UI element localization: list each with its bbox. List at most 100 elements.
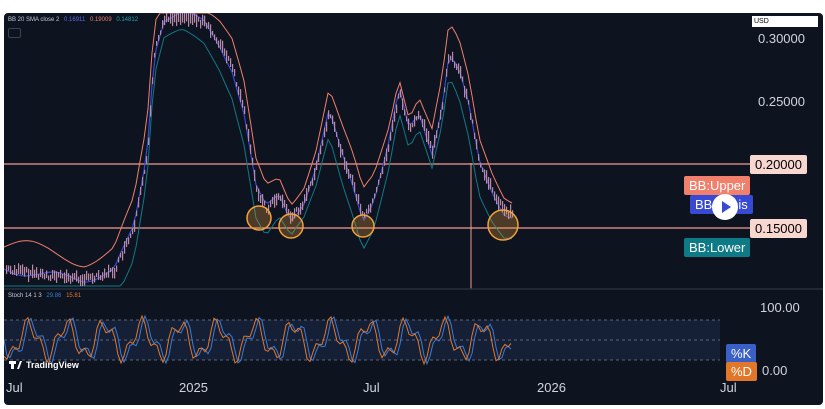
candle [70, 275, 72, 284]
candle [266, 207, 268, 213]
candle [412, 123, 414, 128]
candle [284, 199, 286, 208]
candle [334, 121, 336, 132]
candle [482, 167, 484, 172]
candle [42, 268, 44, 279]
price-chart[interactable] [4, 13, 823, 405]
candle [224, 48, 226, 56]
time-tick-jul-3: Jul [720, 380, 737, 395]
chart-frame[interactable]: BB 20 SMA close 2 0.16911 0.19009 0.1481… [4, 13, 823, 405]
stoch-d-tag: %D [726, 362, 757, 381]
candle [484, 169, 486, 181]
candle [84, 274, 86, 286]
candle [432, 145, 434, 159]
candle [140, 187, 142, 195]
bb-legend-label: BB 20 SMA close 2 [8, 17, 60, 23]
candle [262, 194, 264, 207]
stoch-legend[interactable]: Stoch 14 1 3 29.86 15.81 [8, 293, 81, 299]
candle [228, 55, 230, 61]
candle [474, 132, 476, 140]
candle [508, 212, 510, 220]
candle [316, 160, 318, 170]
currency-label[interactable]: USD [752, 16, 818, 27]
candle [388, 144, 390, 152]
candle [116, 265, 118, 272]
candle [420, 115, 422, 120]
candle [146, 155, 148, 165]
candle [114, 267, 116, 279]
candle [236, 82, 238, 87]
candle [342, 149, 344, 155]
candle [264, 200, 266, 206]
candle [442, 102, 444, 110]
candle [138, 197, 140, 208]
candle [436, 130, 438, 139]
candle [414, 115, 416, 127]
candle [344, 157, 346, 170]
stoch-k-line [4, 314, 512, 366]
candle [318, 153, 320, 162]
candle [452, 51, 454, 62]
candle [92, 272, 94, 284]
candle [456, 63, 458, 71]
candle [254, 169, 256, 182]
highlight-circle-3 [351, 214, 375, 238]
play-button-icon[interactable] [712, 194, 738, 220]
candle [124, 241, 126, 254]
candle [370, 203, 372, 213]
bb-legend[interactable]: BB 20 SMA close 2 0.16911 0.19009 0.1481… [8, 17, 138, 23]
candle [190, 13, 192, 24]
candle [194, 13, 196, 23]
candle [218, 40, 220, 48]
candle [270, 200, 272, 208]
bb-lower-tag: BB:Lower [684, 238, 751, 257]
candle [498, 196, 500, 211]
candle [510, 204, 512, 218]
candle [204, 15, 206, 27]
highlight-circle-1 [246, 205, 272, 231]
candle [72, 273, 74, 282]
candle [466, 88, 468, 100]
candle [202, 14, 204, 26]
candle [184, 13, 186, 24]
candle [26, 266, 28, 273]
candle [382, 167, 384, 175]
candle [426, 128, 428, 143]
bb-upper-value: 0.19009 [89, 17, 112, 23]
candle [52, 269, 54, 279]
candle [310, 181, 312, 186]
candle [494, 191, 496, 201]
candle [422, 118, 424, 128]
candle [132, 227, 134, 235]
candle [314, 168, 316, 181]
time-tick-jul-1: Jul [6, 380, 23, 395]
candle [220, 39, 222, 50]
bb-upper-line [4, 13, 513, 268]
collapse-legend-button[interactable] [8, 28, 21, 38]
candle [338, 138, 340, 148]
candle [390, 132, 392, 141]
candle [50, 274, 52, 282]
candle [136, 210, 138, 217]
candle [490, 178, 492, 190]
candle [82, 274, 84, 286]
candle [386, 148, 388, 162]
candle [44, 273, 46, 280]
candle [100, 275, 102, 281]
candle [250, 144, 252, 154]
candle [222, 40, 224, 53]
candle [446, 68, 448, 77]
candle [500, 199, 502, 206]
price-level-tag-020: 0.20000 [750, 155, 807, 174]
candle [324, 127, 326, 138]
candle [340, 144, 342, 158]
candle [276, 193, 278, 206]
candle [18, 263, 20, 274]
candle [408, 118, 410, 131]
highlight-circle-4 [487, 209, 519, 241]
candle [160, 30, 162, 35]
candle [462, 76, 464, 82]
candle [448, 54, 450, 64]
time-tick-2026: 2026 [537, 380, 566, 395]
candle [480, 162, 482, 168]
